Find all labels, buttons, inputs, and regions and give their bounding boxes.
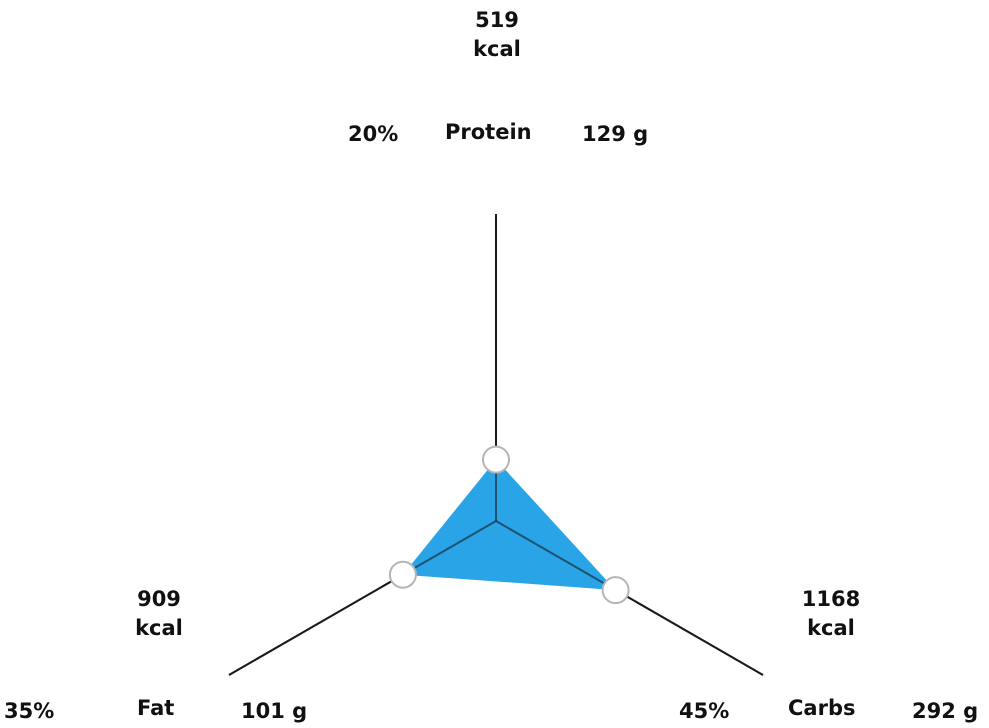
fat-name: Fat	[137, 696, 175, 720]
protein-grams: 129 g	[582, 122, 649, 146]
fat-kcal-label: 909 kcal	[99, 585, 219, 643]
carbs-point	[601, 576, 630, 605]
carbs-kcal-value: 1168	[801, 587, 861, 611]
protein-kcal-unit: kcal	[473, 37, 521, 61]
protein-percent: 20%	[348, 122, 399, 146]
fat-point	[388, 560, 417, 589]
carbs-grams: 292 g	[912, 699, 979, 723]
fat-kcal-unit: kcal	[135, 616, 183, 640]
carbs-name: Carbs	[788, 696, 856, 720]
fat-percent: 35%	[4, 699, 55, 723]
protein-kcal-label: 519 kcal	[437, 6, 557, 64]
carbs-kcal-unit: kcal	[807, 616, 855, 640]
carbs-kcal-label: 1168 kcal	[771, 585, 891, 643]
fat-kcal-value: 909	[137, 587, 181, 611]
fat-grams: 101 g	[241, 699, 308, 723]
carbs-percent: 45%	[679, 699, 730, 723]
protein-kcal-value: 519	[475, 8, 519, 32]
carbs-axis-inner	[495, 520, 764, 676]
protein-point	[482, 445, 510, 474]
macro-area	[402, 459, 616, 591]
protein-name: Protein	[445, 120, 532, 144]
fat-axis-inner	[228, 520, 497, 676]
